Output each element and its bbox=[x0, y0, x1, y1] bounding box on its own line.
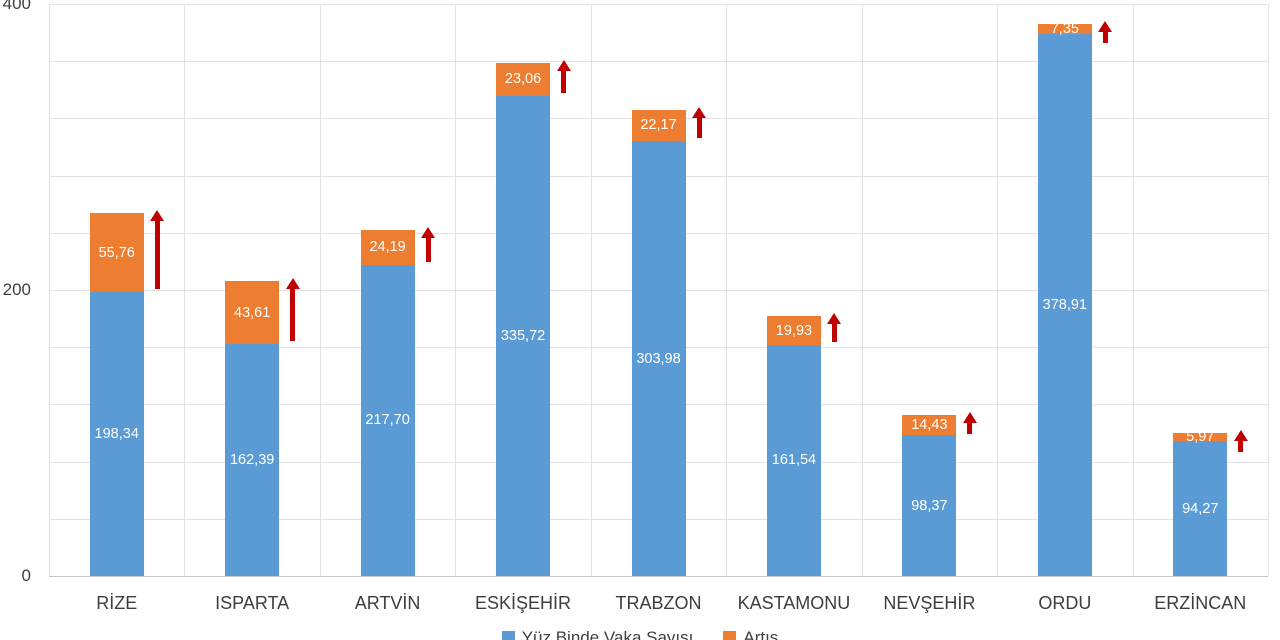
bar-value-label-vaka: 378,91 bbox=[1042, 297, 1087, 314]
x-axis-line bbox=[49, 576, 1268, 577]
legend-swatch-blue-icon bbox=[501, 631, 515, 640]
gridline-vertical bbox=[184, 4, 186, 576]
bar-value-label-artis: 7,35 bbox=[1050, 20, 1079, 37]
gridline-vertical bbox=[455, 4, 457, 576]
x-axis-label: ORDU bbox=[1038, 593, 1092, 613]
x-axis-label: TRABZON bbox=[615, 593, 702, 613]
increase-arrow-icon bbox=[962, 411, 977, 434]
bar-value-label-artis: 5,97 bbox=[1186, 428, 1215, 445]
x-axis-label: KASTAMONU bbox=[737, 593, 851, 613]
bar-4-vaka bbox=[631, 141, 686, 576]
bar-value-label-artis: 22,17 bbox=[640, 117, 677, 134]
increase-arrow-icon bbox=[556, 59, 571, 93]
gridline-vertical bbox=[49, 4, 50, 576]
gridline-horizontal bbox=[49, 61, 1268, 63]
legend-label-artis: Artış bbox=[743, 628, 779, 640]
bar-4-artis bbox=[631, 109, 686, 142]
x-axis-label: ESKİŞEHİR bbox=[475, 593, 572, 613]
x-axis-label: ISPARTA bbox=[215, 593, 290, 613]
bar-5-artis bbox=[766, 316, 821, 345]
y-axis-tick-label: 0 bbox=[21, 566, 31, 585]
bar-value-label-vaka: 94,27 bbox=[1182, 500, 1219, 517]
bar-value-label-vaka: 303,98 bbox=[636, 350, 681, 367]
bar-value-label-artis: 14,43 bbox=[911, 417, 948, 433]
bar-value-label-vaka: 161,54 bbox=[771, 452, 817, 469]
x-axis-label: ERZİNCAN bbox=[1154, 593, 1247, 613]
bar-8-vaka bbox=[1173, 441, 1228, 576]
gridline-vertical bbox=[997, 4, 999, 576]
increase-arrow-icon bbox=[285, 278, 300, 341]
bar-2-artis bbox=[360, 230, 415, 265]
bar-7-vaka bbox=[1037, 34, 1092, 576]
increase-arrow-icon bbox=[692, 106, 707, 139]
increase-arrow-icon bbox=[827, 313, 842, 342]
bar-value-label-vaka: 98,37 bbox=[911, 497, 948, 514]
y-axis-tick-label: 400 bbox=[2, 0, 31, 13]
y-axis-tick-label: 200 bbox=[2, 280, 31, 299]
bar-value-label-artis: 19,93 bbox=[775, 322, 813, 339]
gridline-vertical bbox=[319, 4, 321, 576]
bar-value-label-vaka: 335,72 bbox=[500, 327, 546, 344]
bar-0-vaka bbox=[89, 292, 144, 576]
increase-arrow-icon bbox=[1098, 20, 1113, 43]
gridline-vertical bbox=[861, 4, 863, 576]
bar-6-vaka bbox=[902, 435, 957, 576]
bar-8-artis bbox=[1173, 432, 1228, 442]
bar-6-artis bbox=[902, 414, 957, 436]
bar-3-vaka bbox=[496, 95, 551, 576]
bar-1-vaka bbox=[225, 343, 280, 576]
legend-item-vaka: Yüz Binde Vaka Sayısı bbox=[501, 628, 694, 640]
x-axis-label: RİZE bbox=[96, 593, 138, 613]
bar-value-label-artis: 55,76 bbox=[98, 244, 135, 261]
gridline-vertical bbox=[1268, 4, 1269, 576]
legend-label-vaka: Yüz Binde Vaka Sayısı bbox=[521, 628, 694, 640]
increase-arrow-icon bbox=[421, 227, 436, 262]
bar-value-label-vaka: 198,34 bbox=[94, 426, 139, 443]
increase-arrow-icon bbox=[150, 209, 165, 290]
legend-swatch-orange-icon bbox=[723, 631, 737, 640]
gridline-vertical bbox=[1132, 4, 1134, 576]
gridline-horizontal bbox=[49, 4, 1268, 5]
bar-value-label-vaka: 162,39 bbox=[229, 451, 275, 468]
bar-0-artis bbox=[89, 212, 144, 293]
x-axis-label: ARTVİN bbox=[354, 593, 421, 613]
bar-value-label-artis: 43,61 bbox=[234, 304, 271, 321]
bar-5-vaka bbox=[766, 344, 821, 576]
gridline-vertical bbox=[726, 4, 728, 576]
increase-arrow-icon bbox=[1233, 429, 1248, 452]
legend: Yüz Binde Vaka Sayısı Artış bbox=[0, 628, 1280, 640]
bar-7-artis bbox=[1037, 23, 1092, 35]
bar-value-label-artis: 23,06 bbox=[504, 71, 542, 88]
bar-value-label-artis: 24,19 bbox=[369, 239, 406, 256]
bar-1-artis bbox=[225, 281, 280, 344]
bar-value-label-vaka: 217,70 bbox=[365, 412, 410, 429]
bar-2-vaka bbox=[360, 264, 415, 576]
bar-3-artis bbox=[496, 62, 551, 96]
gridline-vertical bbox=[590, 4, 592, 576]
legend-item-artis: Artış bbox=[723, 628, 778, 640]
x-axis-label: NEVŞEHİR bbox=[883, 593, 976, 613]
